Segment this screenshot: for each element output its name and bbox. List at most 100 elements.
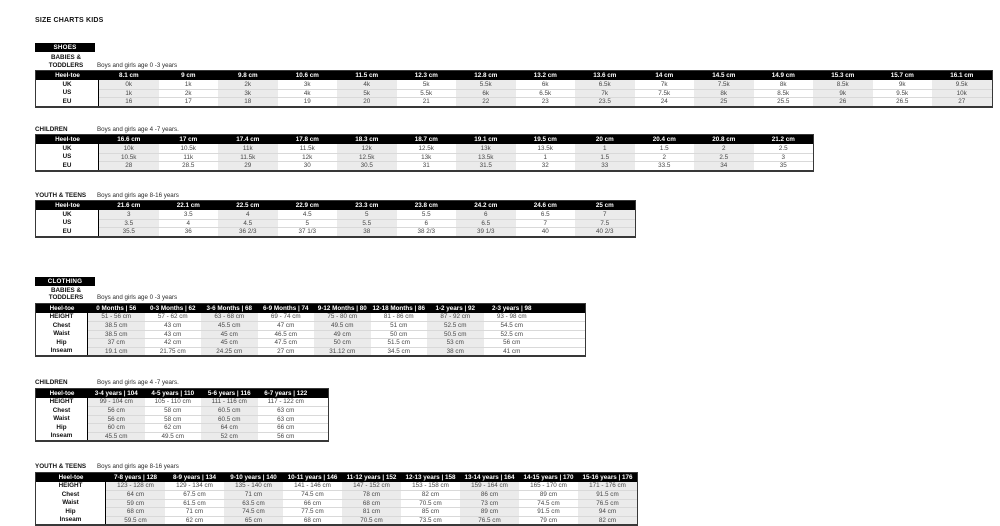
- empty-cell: [314, 415, 328, 424]
- value-cell: 31.12 cm: [314, 347, 371, 356]
- value-cell: 82 cm: [578, 516, 637, 525]
- column-header: 17.4 cm: [218, 135, 278, 144]
- value-cell: 52 cm: [201, 432, 258, 441]
- value-cell: 5.5k: [397, 89, 457, 98]
- value-cell: 62 cm: [145, 423, 202, 432]
- value-cell: 23.5: [575, 97, 635, 106]
- value-cell: 67.5 cm: [165, 490, 224, 499]
- value-cell: 4k: [278, 89, 338, 98]
- value-cell: 58 cm: [145, 406, 202, 415]
- value-cell: 68 cm: [342, 499, 401, 508]
- value-cell: 81 cm: [342, 507, 401, 516]
- corner-header-cell: Heel-toe: [36, 389, 88, 398]
- value-cell: 12k: [337, 144, 397, 153]
- value-cell: 40: [516, 227, 576, 236]
- value-cell: 13.5k: [456, 153, 516, 162]
- value-cell: 99 - 104 cm: [88, 398, 145, 407]
- value-cell: 171 - 176 cm: [578, 482, 637, 491]
- empty-cell: [540, 347, 585, 356]
- value-cell: 16: [99, 97, 159, 106]
- value-cell: 24: [635, 97, 695, 106]
- value-cell: 45.5 cm: [88, 432, 145, 441]
- value-cell: 27: [932, 97, 992, 106]
- value-cell: 47 cm: [258, 321, 315, 330]
- column-header: 14.9 cm: [754, 71, 814, 80]
- row-label: Chest: [36, 490, 106, 499]
- value-cell: 38 2/3: [397, 227, 457, 236]
- value-cell: 13k: [397, 153, 457, 162]
- column-header: 13-14 years | 164: [460, 473, 519, 482]
- empty-cell: [540, 321, 585, 330]
- value-cell: 73 cm: [460, 499, 519, 508]
- row-label: Chest: [36, 406, 88, 415]
- column-header: 20 cm: [575, 135, 635, 144]
- value-cell: 42 cm: [145, 338, 202, 347]
- value-cell: 54.5 cm: [484, 321, 541, 330]
- value-cell: 30.5: [337, 161, 397, 170]
- value-cell: 31.5: [456, 161, 516, 170]
- value-cell: 93 - 98 cm: [484, 313, 541, 322]
- value-cell: 51.5 cm: [371, 338, 428, 347]
- value-cell: 37 1/3: [278, 227, 338, 236]
- value-cell: 135 - 140 cm: [224, 482, 283, 491]
- value-cell: 53 cm: [427, 338, 484, 347]
- empty-cell: [314, 423, 328, 432]
- corner-header-cell: Heel-toe: [36, 135, 99, 144]
- value-cell: 82 cm: [401, 490, 460, 499]
- value-cell: 91.5 cm: [578, 490, 637, 499]
- value-cell: 75 - 80 cm: [314, 313, 371, 322]
- column-header: 7-8 years | 128: [106, 473, 165, 482]
- value-cell: 9k: [873, 80, 933, 89]
- shoes-section-header: SHOES: [35, 43, 95, 52]
- clothing-babies-age-range: Boys and girls age 0 -3 years: [97, 294, 177, 302]
- value-cell: 1: [516, 153, 576, 162]
- column-header: 16.1 cm: [932, 71, 992, 80]
- value-cell: 10.5k: [159, 144, 219, 153]
- column-header: 1-2 years | 92: [427, 304, 484, 313]
- value-cell: 70.5 cm: [401, 499, 460, 508]
- value-cell: 6.5: [516, 210, 576, 219]
- value-cell: 105 - 110 cm: [145, 398, 202, 407]
- empty-header-cell: [540, 304, 585, 313]
- shoes-babies-age-range: Boys and girls age 0 -3 years: [97, 62, 177, 70]
- column-header: 3-6 Months | 68: [201, 304, 258, 313]
- shoes-babies-group-label: BABIES & TODDLERS: [35, 54, 97, 69]
- column-header: 6-9 Months | 74: [258, 304, 315, 313]
- value-cell: 129 - 134 cm: [165, 482, 224, 491]
- value-cell: 28.5: [159, 161, 219, 170]
- value-cell: 141 - 146 cm: [283, 482, 342, 491]
- value-cell: 51 - 56 cm: [88, 313, 145, 322]
- value-cell: 3: [754, 153, 814, 162]
- column-header: 21.6 cm: [99, 201, 159, 210]
- value-cell: 21: [397, 97, 457, 106]
- row-label: UK: [36, 80, 99, 89]
- value-cell: 5.5: [337, 219, 397, 228]
- value-cell: 35.5: [99, 227, 159, 236]
- column-header: 12.3 cm: [397, 71, 457, 80]
- value-cell: 86 cm: [460, 490, 519, 499]
- value-cell: 5k: [337, 89, 397, 98]
- value-cell: 60.5 cm: [201, 406, 258, 415]
- value-cell: 1k: [159, 80, 219, 89]
- value-cell: 6.5: [456, 219, 516, 228]
- value-cell: 73.5 cm: [401, 516, 460, 525]
- value-cell: 34.5 cm: [371, 347, 428, 356]
- value-cell: 76.5 cm: [460, 516, 519, 525]
- column-header: 13.2 cm: [516, 71, 576, 80]
- value-cell: 7.5k: [635, 89, 695, 98]
- value-cell: 21.75 cm: [145, 347, 202, 356]
- column-header: 23.8 cm: [397, 201, 457, 210]
- value-cell: 89 cm: [460, 507, 519, 516]
- value-cell: 6: [456, 210, 516, 219]
- value-cell: 69 - 74 cm: [258, 313, 315, 322]
- value-cell: 76.5 cm: [578, 499, 637, 508]
